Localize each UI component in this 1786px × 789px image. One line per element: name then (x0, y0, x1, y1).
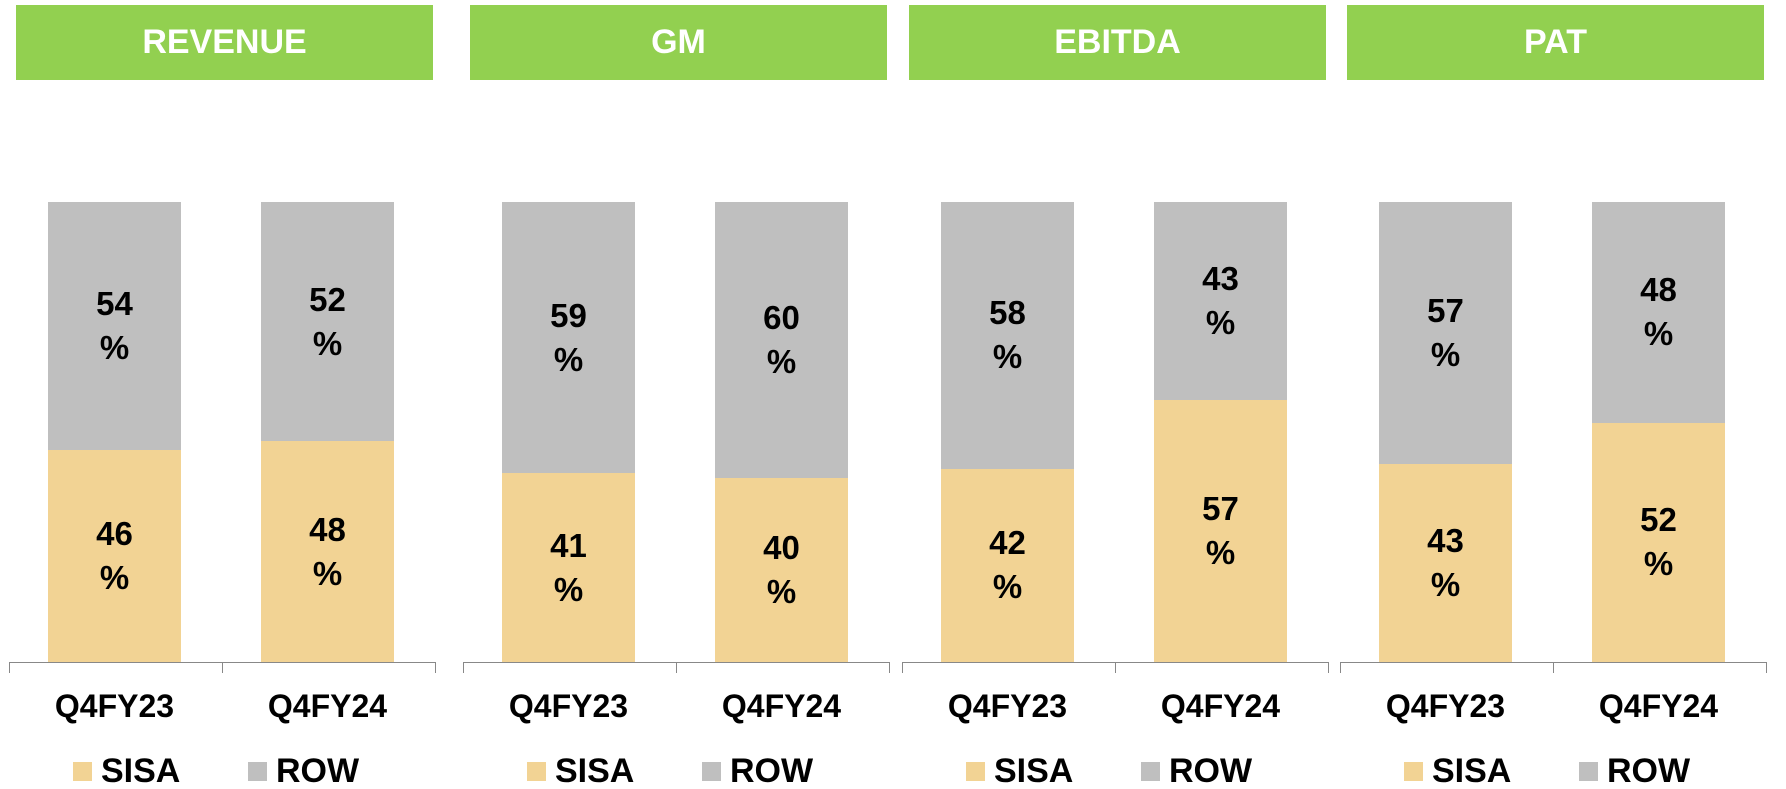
axis-tick (1766, 662, 1767, 673)
value-label: 43 % (1427, 522, 1464, 604)
bar-segment (1379, 202, 1512, 465)
axis-tick (1115, 662, 1116, 673)
bar-segment (941, 202, 1074, 469)
value-label: 41 % (550, 526, 587, 608)
bar-segment (1154, 202, 1287, 400)
legend-swatch (1404, 762, 1423, 781)
value-label: 52 % (309, 280, 346, 362)
legend-label: ROW (276, 752, 360, 789)
legend-swatch (1579, 762, 1598, 781)
panel-title: EBITDA (909, 5, 1326, 80)
x-tick-label: Q4FY23 (508, 688, 629, 724)
axis-tick (889, 662, 890, 673)
x-tick-label: Q4FY23 (947, 688, 1068, 724)
bar-segment (715, 202, 848, 478)
bar-segment (48, 202, 181, 451)
bar-segment (261, 202, 394, 442)
value-label: 52 % (1640, 501, 1677, 583)
value-label: 42 % (989, 524, 1026, 606)
x-tick-label: Q4FY23 (54, 688, 175, 724)
value-label: 40 % (763, 529, 800, 610)
axis-tick (222, 662, 223, 673)
axis-tick (902, 662, 903, 673)
panel-title: PAT (1347, 5, 1764, 80)
value-label: 57 % (1202, 489, 1239, 571)
x-tick-label: Q4FY24 (1598, 688, 1719, 724)
legend-label: ROW (730, 752, 814, 789)
bar-segment (941, 468, 1074, 662)
bar-segment (1154, 399, 1287, 662)
legend-label: ROW (1169, 752, 1253, 789)
bar-segment (1379, 464, 1512, 662)
x-tick-label: Q4FY23 (1385, 688, 1506, 724)
bar-segment (48, 450, 181, 662)
axis-tick (676, 662, 677, 673)
value-label: 58 % (989, 294, 1026, 376)
value-label: 46 % (96, 515, 133, 597)
x-tick-label: Q4FY24 (721, 688, 842, 724)
x-tick-label: Q4FY24 (1160, 688, 1281, 724)
legend-label: SISA (1432, 752, 1512, 789)
axis-tick (435, 662, 436, 673)
value-label: 57 % (1427, 292, 1464, 374)
value-label: 59 % (550, 296, 587, 378)
axis-tick (1340, 662, 1341, 673)
bar-segment (1592, 202, 1725, 423)
bar-segment (715, 478, 848, 662)
legend-swatch (702, 762, 721, 781)
axis-tick (1328, 662, 1329, 673)
value-label: 48 % (309, 510, 346, 592)
legend-label: SISA (101, 752, 181, 789)
legend-label: ROW (1607, 752, 1691, 789)
legend-swatch (1141, 762, 1160, 781)
value-label: 54 % (96, 285, 133, 367)
panel-title: REVENUE (16, 5, 433, 80)
legend-swatch (527, 762, 546, 781)
axis-tick (9, 662, 10, 673)
legend-label: SISA (555, 752, 635, 789)
legend-swatch (248, 762, 267, 781)
legend-swatch (966, 762, 985, 781)
bar-segment (502, 202, 635, 474)
axis-tick (463, 662, 464, 673)
panel-title: GM (470, 5, 887, 80)
bar-segment (1592, 422, 1725, 662)
bar-segment (502, 473, 635, 662)
value-label: 43 % (1202, 259, 1239, 341)
legend-label: SISA (994, 752, 1074, 789)
axis-tick (1553, 662, 1554, 673)
legend-swatch (73, 762, 92, 781)
value-label: 48 % (1640, 271, 1677, 353)
x-tick-label: Q4FY24 (267, 688, 388, 724)
value-label: 60 % (763, 299, 800, 380)
bar-segment (261, 441, 394, 662)
